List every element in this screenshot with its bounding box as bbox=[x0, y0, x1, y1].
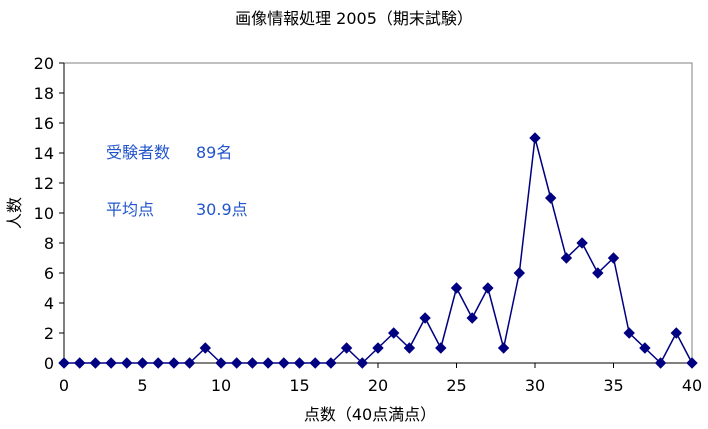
data-point bbox=[121, 357, 133, 369]
data-point bbox=[639, 342, 651, 354]
x-tick-label: 5 bbox=[137, 376, 147, 395]
annotation-average: 平均点 30.9点 bbox=[106, 200, 248, 219]
x-tick-label: 15 bbox=[289, 376, 309, 395]
data-point bbox=[686, 357, 698, 369]
data-point bbox=[246, 357, 259, 369]
data-point bbox=[576, 237, 588, 249]
data-point bbox=[466, 312, 478, 324]
data-point bbox=[293, 357, 306, 369]
annotation-examinees: 受験者数 89名 bbox=[106, 143, 248, 162]
data-point bbox=[560, 252, 573, 264]
data-point bbox=[199, 342, 212, 354]
x-tick-label: 25 bbox=[446, 376, 466, 395]
data-point bbox=[340, 342, 353, 354]
x-tick-label: 35 bbox=[603, 376, 623, 395]
data-point bbox=[372, 342, 384, 354]
annotation-average-value: 30.9点 bbox=[196, 200, 248, 219]
data-point bbox=[309, 357, 321, 369]
y-tick-label: 0 bbox=[44, 354, 54, 373]
data-point bbox=[136, 357, 149, 369]
y-tick-label: 4 bbox=[44, 294, 54, 313]
data-point bbox=[623, 327, 635, 339]
x-tick-label: 10 bbox=[211, 376, 231, 395]
data-point bbox=[670, 327, 683, 339]
data-point bbox=[544, 192, 557, 204]
annotation-examinees-key: 受験者数 bbox=[106, 143, 171, 162]
annotation-average-key: 平均点 bbox=[106, 200, 155, 219]
data-series bbox=[58, 132, 698, 369]
data-point bbox=[152, 357, 164, 369]
data-point bbox=[387, 327, 400, 339]
y-tick-label: 8 bbox=[44, 234, 54, 253]
stats-annotation: 受験者数 89名 平均点 30.9点 bbox=[106, 105, 248, 238]
chart-title: 画像情報処理 2005（期末試験） bbox=[235, 9, 473, 28]
data-point bbox=[215, 357, 227, 369]
y-tick-label: 12 bbox=[34, 174, 54, 193]
x-tick-label: 40 bbox=[682, 376, 702, 395]
y-tick-label: 20 bbox=[34, 54, 54, 73]
data-point bbox=[497, 342, 510, 354]
data-point bbox=[105, 357, 117, 369]
x-axis-label: 点数（40点満点） bbox=[304, 405, 436, 424]
data-point bbox=[592, 267, 604, 279]
data-point bbox=[168, 357, 180, 369]
data-point bbox=[73, 357, 86, 369]
data-point bbox=[654, 357, 667, 369]
data-point bbox=[529, 132, 541, 144]
plot-area bbox=[63, 62, 693, 364]
data-point bbox=[482, 282, 494, 294]
data-point bbox=[513, 267, 526, 279]
y-tick-label: 10 bbox=[34, 204, 54, 223]
data-point bbox=[419, 312, 431, 324]
data-point bbox=[356, 357, 369, 369]
y-axis-ticks: 0 2 4 6 8 10 12 14 16 18 20 bbox=[34, 54, 64, 373]
y-tick-label: 16 bbox=[34, 114, 54, 133]
y-tick-label: 14 bbox=[34, 144, 54, 163]
data-point bbox=[403, 342, 416, 354]
data-point bbox=[450, 282, 463, 294]
data-point bbox=[230, 357, 243, 369]
x-tick-label: 20 bbox=[368, 376, 388, 395]
x-axis-ticks: 0 5 10 15 20 25 30 35 40 bbox=[59, 363, 702, 395]
data-point bbox=[435, 342, 447, 354]
data-point bbox=[278, 357, 290, 369]
y-tick-label: 2 bbox=[44, 324, 54, 343]
data-point bbox=[325, 357, 337, 369]
data-point bbox=[183, 357, 196, 369]
x-tick-label: 30 bbox=[525, 376, 545, 395]
y-tick-label: 6 bbox=[44, 264, 54, 283]
data-point bbox=[58, 357, 70, 369]
data-point bbox=[607, 252, 620, 264]
y-tick-label: 18 bbox=[34, 84, 54, 103]
y-axis-label: 人数 bbox=[5, 197, 24, 229]
annotation-examinees-value: 89名 bbox=[196, 143, 233, 162]
data-point bbox=[89, 357, 102, 369]
data-point bbox=[262, 357, 274, 369]
x-tick-label: 0 bbox=[59, 376, 69, 395]
